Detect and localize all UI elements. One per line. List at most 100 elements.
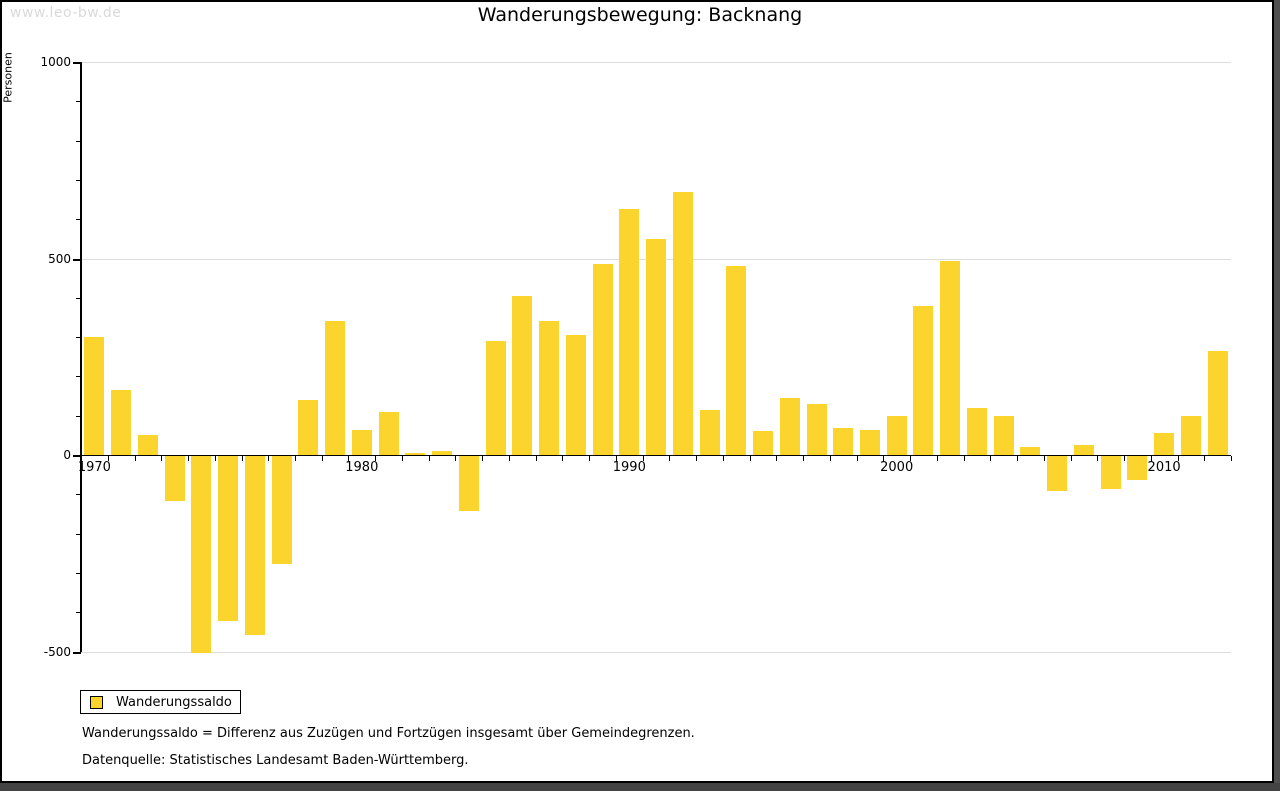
x-tick-15 [482,456,484,461]
x-tick-17 [535,456,537,461]
x-tick-35 [1017,456,1018,461]
footnote-source: Datenquelle: Statistisches Landesamt Bad… [82,753,469,768]
bar-1970 [84,337,105,455]
bar-1980 [351,429,372,455]
bar-1974 [191,456,212,653]
legend-label: Wanderungssaldo [116,694,232,710]
window-frame-right [1274,0,1280,791]
y-tick-label--500: -500 [43,645,71,659]
y-tick-minor--100 [76,494,81,495]
y-tick-minor-900 [76,101,81,102]
bar-2006 [1047,456,1068,492]
bar-1979 [325,321,346,455]
x-tick-1 [107,456,109,461]
bar-1976 [244,456,265,635]
bar-1975 [218,456,239,622]
x-tick-5 [214,456,216,461]
y-tick-minor-100 [76,416,81,417]
y-tick-label-0: 0 [63,448,71,462]
x-tick-41 [1177,456,1179,461]
bar-1990 [619,209,640,455]
x-tick-7 [268,456,270,461]
x-tick-11 [375,456,377,461]
legend-box: Wanderungssaldo [80,690,241,714]
x-tick-23 [696,456,698,461]
bar-2010 [1154,433,1175,455]
window-frame-bottom-line [0,781,1280,783]
bar-1998 [833,427,854,455]
x-tick-label-1990: 1990 [612,460,646,475]
bar-1992 [672,191,693,455]
y-tick-minor-200 [76,376,81,377]
bar-1985 [485,341,506,455]
x-tick-6 [241,456,243,461]
x-tick-26 [776,456,778,461]
y-tick-minor-300 [76,337,81,338]
gridline-1000 [81,62,1231,63]
x-tick-36 [1043,456,1045,461]
x-tick-32 [936,456,938,461]
x-tick-30 [883,456,885,461]
window-frame-bottom [0,783,1280,791]
x-tick-label-1980: 1980 [345,460,379,475]
bar-1991 [646,238,666,455]
y-tick-minor--400 [76,612,81,613]
bar-1982 [405,453,426,455]
bar-2004 [993,415,1014,455]
x-tick-22 [669,456,671,461]
footnote-definition: Wanderungssaldo = Differenz aus Zuzügen … [82,726,695,741]
y-tick-label-500: 500 [48,252,71,266]
bar-2012 [1207,350,1228,455]
y-tick-minor-700 [76,180,81,181]
bar-1989 [592,264,613,455]
window-frame-top [0,0,1280,2]
bar-1973 [164,456,185,502]
x-tick-8 [295,456,296,461]
x-tick-29 [856,456,858,461]
x-tick-label-2010: 2010 [1147,460,1181,475]
y-tick-minor--300 [76,573,81,574]
x-tick-21 [642,456,644,461]
y-axis-line [80,62,82,652]
bar-1983 [432,451,452,455]
x-tick-28 [829,456,831,461]
x-tick-31 [910,456,912,461]
bar-1986 [512,295,533,455]
window-frame-right-line [1272,0,1274,791]
bar-2001 [913,305,934,455]
y-tick-minor-400 [76,298,81,299]
bar-1988 [565,335,586,455]
x-tick-label-1970: 1970 [77,460,111,475]
bar-1981 [378,411,399,455]
y-tick-minor--200 [76,534,81,535]
x-tick-20 [615,456,617,461]
x-tick-10 [348,456,350,461]
x-tick-16 [508,456,510,461]
x-tick-40 [1150,456,1152,461]
x-tick-2 [134,456,136,461]
x-tick-24 [722,456,724,461]
x-tick-37 [1070,456,1072,461]
x-tick-3 [161,456,163,461]
x-tick-33 [963,456,965,461]
bar-1987 [539,321,559,455]
bar-1994 [726,266,747,455]
x-tick-34 [990,456,992,461]
y-tick-minor-800 [76,141,81,142]
x-tick-14 [455,456,457,461]
bar-2000 [886,415,907,455]
bar-1978 [298,400,319,455]
y-tick-minor-600 [76,219,81,220]
bar-1995 [753,431,773,455]
bar-2002 [940,260,961,455]
bar-1984 [458,456,479,511]
bar-1999 [860,429,880,455]
bar-2008 [1100,456,1121,490]
x-tick-18 [562,456,564,461]
bar-2009 [1127,456,1148,480]
x-tick-39 [1124,456,1125,461]
x-tick-25 [749,456,751,461]
y-tick-major--500 [73,652,81,654]
bar-2007 [1073,445,1094,455]
